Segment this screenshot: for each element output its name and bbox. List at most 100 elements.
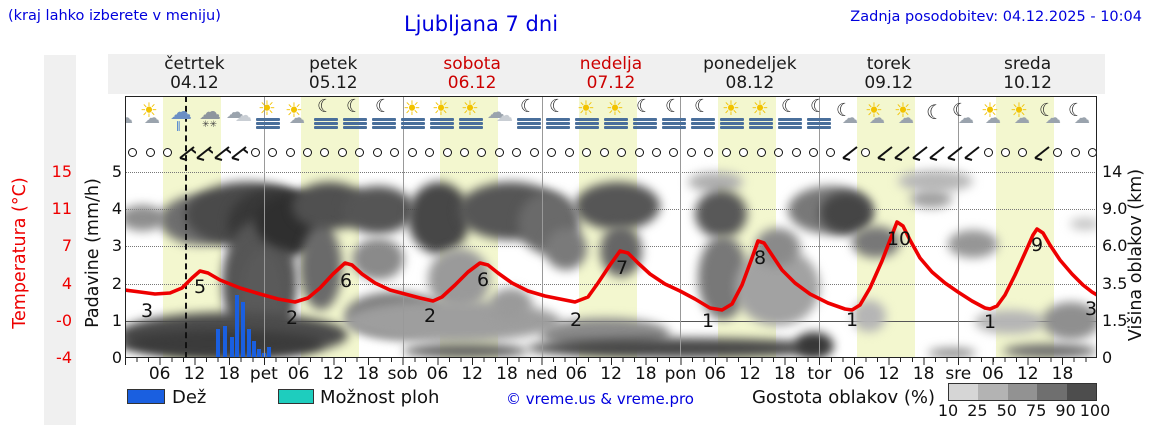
calm-wind-icon [669,148,679,157]
calm-wind-icon [372,148,382,157]
sun-cloud-icon: ☀ ☁ [981,98,1001,127]
cloudy-icon: ☁ ☁ [226,102,252,126]
showers-legend-swatch [278,389,314,404]
cloud-density-blob [575,182,660,230]
day-header-petek: petek 05.12 [264,55,403,93]
day-date: 10.12 [1003,73,1052,93]
time-tick-label: 06 [426,364,449,384]
cloud-scale-segment [1007,384,1038,400]
time-tick-label: sob [387,364,418,384]
credit-link[interactable]: © vreme.us & vreme.pro [506,390,694,408]
temperature-value-label: 3 [1084,298,1097,320]
sun-fog-icon: ☀ [745,98,777,136]
sun-fog-icon: ☀ [455,98,487,136]
wind-barb-icon [946,145,964,161]
day-name: nedelja [579,54,643,74]
sun-cloud-icon: ☀ ☁ [285,98,305,127]
time-tick-label: 06 [843,364,866,384]
cloud-scale-segment [1066,384,1097,400]
wind-barb-icon [928,145,946,161]
day-date: 08.12 [725,73,775,93]
calm-wind-icon [128,148,138,157]
moon-fog-icon: ☾ [774,98,806,136]
day-date: 07.12 [586,73,636,93]
time-tick-label: 12 [183,364,206,384]
day-date: 05.12 [308,73,358,93]
time-tick-label: tor [807,364,832,384]
moon-fog-icon: ☾ [339,98,371,136]
cloud-scale-label: 25 [967,401,988,420]
moon-fog-icon: ☾ [687,98,719,136]
wind-barb-icon [893,145,911,161]
time-tick-label: 06 [565,364,588,384]
showers-legend-label: Možnost ploh [320,387,440,408]
cloud-density-scale-bar [948,383,1097,401]
cloud-density-blob [928,348,976,358]
moon-cloud-icon: ☾☁ [1068,100,1090,127]
wind-barb-icon [876,145,894,161]
cloud-density-blob [352,238,404,280]
temperature-value-label: 1 [845,309,859,331]
temperature-value-label: 9 [1030,234,1044,256]
time-tick-label: 18 [912,364,935,384]
calm-wind-icon [145,148,155,157]
plot-area: 3526262718110193☾☁☀☁☁∥☁✳✳☁☁☀☀☁☾☾☾☀☀☀☁☁☾☾… [125,96,1097,358]
wind-barb-icon [178,145,196,161]
day-header-sobota: sobota 06.12 [403,55,542,93]
calm-wind-icon [442,148,452,157]
temperature-value-label: 5 [193,276,207,298]
calm-wind-icon [529,148,539,157]
day-header-ponedeljek: ponedeljek 08.12 [680,55,819,93]
x-axis-major-ticks [125,358,1097,365]
temperature-value-label: 7 [615,257,629,279]
day-name: petek [309,54,358,74]
calm-wind-icon [512,148,522,157]
temperature-value-label: 6 [339,270,353,292]
temperature-tick-label: 4 [61,273,72,293]
calm-wind-icon [686,148,696,157]
wind-barb-icon [195,145,214,161]
sun-cloud-icon: ☀ ☁ [865,98,885,127]
rain-bar [257,349,261,357]
wind-barb-icon [841,145,859,161]
day-date: 06.12 [447,73,497,93]
temperature-tick-label: 15 [51,162,72,181]
temperature-value-label: 2 [423,305,437,327]
cloudheight-tick-label: 1.5 [1102,310,1128,330]
moon-cloud-icon: ☾☁ [125,102,133,127]
time-tick-label: pon [664,364,697,384]
day-date: 04.12 [170,73,219,93]
temperature-value-label: 3 [140,300,154,322]
time-tick-label: sre [945,364,972,384]
rain-legend-label: Dež [172,387,207,408]
cloud-scale-label: 50 [996,401,1017,420]
precip-tick-label: 3 [111,236,122,256]
cloudheight-tick-label: 0 [1102,348,1113,367]
cloud-density-blob [975,310,1045,334]
calm-wind-icon [320,148,330,157]
moon-cloud-icon: ☾☁ [1039,100,1061,127]
gridline [125,172,1097,173]
wind-barb-icon [1033,145,1051,161]
moon-icon: ☾ [926,100,944,124]
temperature-axis-title: Temperatura (°C) [10,177,30,329]
moon-fog-icon: ☾ [658,98,690,136]
temperature-value-label: 2 [285,307,299,329]
wind-barb-icon [230,145,249,161]
calm-wind-icon [651,148,661,157]
last-update-text: Zadnja posodobitev: 04.12.2025 - 10:04 [850,9,1142,25]
calm-wind-icon [826,148,836,157]
calm-wind-icon [494,148,504,157]
cloud-density-blob [1003,344,1097,358]
temperature-tick-label: 7 [61,236,72,256]
cloud-scale-label: 75 [1026,401,1047,420]
temperature-value-label: 1 [983,311,997,333]
calm-wind-icon [774,148,784,157]
precip-tick-label: 0 [111,348,122,367]
day-name: sobota [443,54,501,74]
sun-fog-icon: ☀ [716,98,748,136]
calm-wind-icon [425,148,435,157]
calm-wind-icon [617,148,627,157]
precip-tick-label: 5 [111,162,122,181]
cloud-density-blob [948,230,998,258]
